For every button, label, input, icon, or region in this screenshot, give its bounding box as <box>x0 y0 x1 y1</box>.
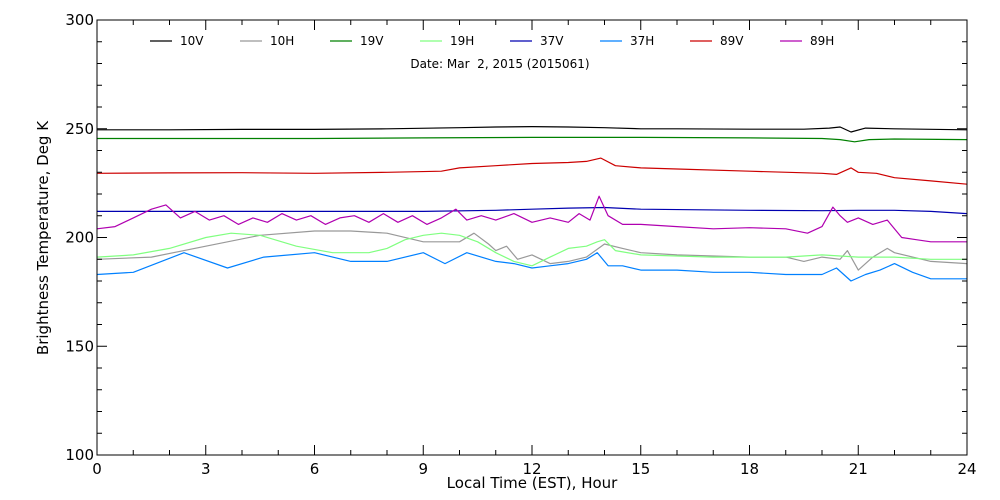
y-tick-label: 250 <box>65 120 94 138</box>
legend-label-10v: 10V <box>180 34 204 48</box>
legend-label-89h: 89H <box>810 34 834 48</box>
series-line-89v <box>96 157 968 185</box>
legend-label-37v: 37V <box>540 34 564 48</box>
x-tick-label: 12 <box>522 460 541 478</box>
legend: 10V 10H 19V 19H 37V 37H 89V 89H <box>150 34 834 48</box>
y-tick-label: 150 <box>65 337 94 355</box>
legend-label-10h: 10H <box>270 34 294 48</box>
series-line-10h <box>96 230 968 271</box>
x-tick-label: 24 <box>957 460 976 478</box>
series-layer <box>96 125 968 282</box>
series-line-37h <box>96 252 967 282</box>
series-line-10v <box>97 125 968 133</box>
x-axis-title: Local Time (EST), Hour <box>447 474 618 492</box>
series-line-19h <box>96 232 967 267</box>
x-tick-label: 15 <box>631 460 650 478</box>
y-tick-label: 200 <box>65 229 94 247</box>
x-tick-label: 3 <box>201 460 211 478</box>
y-axis-title: Brightness Temperature, Deg K <box>34 120 52 355</box>
series-line-19v <box>97 136 968 143</box>
chart-subtitle: Date: Mar 2, 2015 (2015061) <box>410 57 589 71</box>
legend-label-37h: 37H <box>630 34 654 48</box>
x-tick-label: 9 <box>418 460 428 478</box>
axes-layer: 0 3 6 9 12 15 18 21 24 100 150 200 250 300 <box>65 11 976 478</box>
x-tick-label: 6 <box>310 460 320 478</box>
series-line-89h <box>96 195 967 243</box>
x-tick-label: 0 <box>92 460 102 478</box>
legend-label-89v: 89V <box>720 34 744 48</box>
x-tick-label: 18 <box>740 460 759 478</box>
y-tick-label: 300 <box>65 11 94 29</box>
legend-label-19h: 19H <box>450 34 474 48</box>
x-tick-label: 21 <box>849 460 868 478</box>
legend-label-19v: 19V <box>360 34 384 48</box>
y-tick-label: 100 <box>65 446 94 464</box>
